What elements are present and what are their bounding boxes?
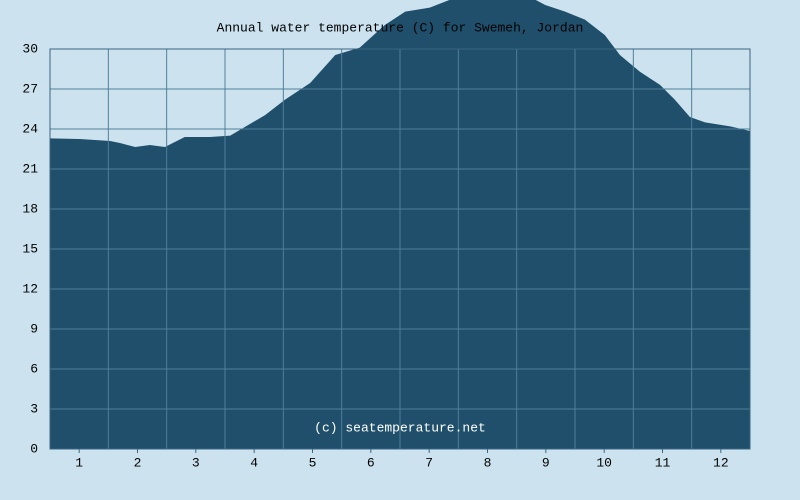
y-tick-label: 0 <box>30 441 38 456</box>
x-tick-label: 8 <box>484 455 492 470</box>
y-tick-label: 21 <box>22 161 38 176</box>
x-tick-label: 4 <box>250 455 258 470</box>
x-tick-label: 3 <box>192 455 200 470</box>
y-tick-label: 18 <box>22 201 38 216</box>
x-tick-label: 5 <box>309 455 317 470</box>
y-tick-label: 30 <box>22 41 38 56</box>
x-tick-label: 12 <box>713 455 729 470</box>
y-tick-label: 3 <box>30 401 38 416</box>
x-tick-label: 7 <box>425 455 433 470</box>
chart-title: Annual water temperature (C) for Swemeh,… <box>217 20 584 35</box>
y-tick-label: 6 <box>30 361 38 376</box>
y-tick-label: 27 <box>22 81 38 96</box>
x-tick-label: 9 <box>542 455 550 470</box>
y-tick-label: 24 <box>22 121 38 136</box>
y-tick-label: 15 <box>22 241 38 256</box>
y-tick-label: 12 <box>22 281 38 296</box>
x-tick-label: 2 <box>134 455 142 470</box>
y-tick-label: 9 <box>30 321 38 336</box>
x-tick-label: 10 <box>596 455 612 470</box>
plot-border <box>49 48 751 450</box>
x-tick-label: 1 <box>75 455 83 470</box>
x-tick-label: 11 <box>655 455 671 470</box>
annotation: (c) seatemperature.net <box>314 420 486 435</box>
x-tick-label: 6 <box>367 455 375 470</box>
